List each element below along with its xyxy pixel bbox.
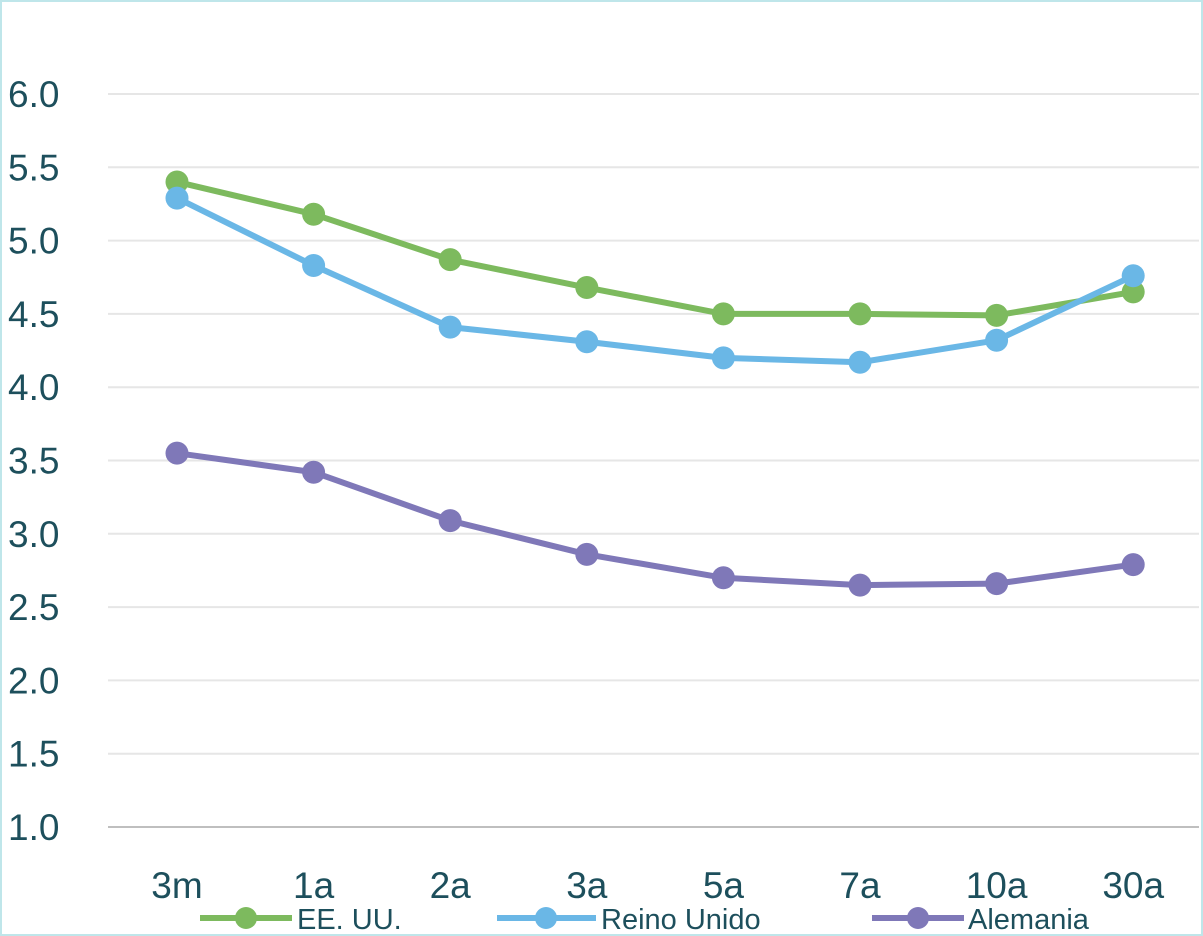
data-point (711, 566, 735, 590)
x-tick-label: 3m (151, 865, 202, 906)
data-point (438, 509, 462, 533)
legend-swatch-marker (907, 907, 929, 929)
y-tick-label: 3.0 (8, 514, 59, 555)
y-tick-label: 1.0 (8, 807, 59, 848)
legend-label: Reino Unido (601, 904, 761, 936)
x-tick-label: 2a (430, 865, 472, 906)
series-1 (165, 186, 1145, 374)
x-tick-label: 10a (966, 865, 1028, 906)
data-point (575, 276, 599, 300)
y-tick-label: 5.5 (8, 147, 59, 188)
data-point (438, 315, 462, 339)
x-tick-label: 5a (703, 865, 745, 906)
data-point (438, 248, 462, 272)
y-tick-label: 2.5 (8, 587, 59, 628)
legend: EE. UU. Reino Unido Alemania (200, 904, 1090, 936)
gridlines (108, 93, 1199, 755)
legend-label: Alemania (968, 904, 1090, 936)
data-point (575, 330, 599, 354)
y-tick-label: 3.5 (8, 441, 59, 482)
y-tick-label: 4.0 (8, 367, 59, 408)
data-point (1121, 280, 1145, 304)
series-lines (165, 170, 1145, 597)
legend-item: Alemania (872, 904, 1090, 936)
x-axis-ticks: 3m 1a 2a 3a 5a 7a 10a 30a (151, 865, 1164, 906)
y-tick-label: 2.0 (8, 660, 59, 701)
legend-swatch-marker (535, 907, 557, 929)
data-point (165, 186, 189, 210)
x-tick-label: 30a (1102, 865, 1164, 906)
series-line (176, 179, 1134, 319)
series-0 (165, 170, 1145, 327)
series-line (176, 450, 1134, 589)
data-point (302, 202, 326, 226)
x-tick-label: 7a (839, 865, 881, 906)
data-point (985, 328, 1009, 352)
data-point (165, 170, 189, 194)
data-point (985, 303, 1009, 327)
data-point (985, 572, 1009, 596)
legend-item: Reino Unido (497, 904, 761, 936)
data-point (848, 350, 872, 374)
data-point (165, 441, 189, 465)
data-point (711, 302, 735, 326)
data-point (302, 254, 326, 278)
y-tick-label: 5.0 (8, 221, 59, 262)
data-point (302, 460, 326, 484)
legend-swatch-marker (235, 907, 257, 929)
data-point (848, 573, 872, 597)
legend-label: EE. UU. (297, 904, 402, 936)
series-2 (165, 441, 1145, 597)
y-axis-ticks: 1.0 1.5 2.0 2.5 3.0 3.5 4.0 4.5 5.0 5.5 6.0 (8, 74, 59, 848)
y-tick-label: 6.0 (8, 74, 59, 115)
data-point (711, 346, 735, 370)
legend-item: EE. UU. (200, 904, 402, 936)
x-tick-label: 1a (293, 865, 335, 906)
series-line (175, 195, 1135, 366)
y-tick-label: 4.5 (8, 294, 59, 335)
y-tick-label: 1.5 (8, 734, 59, 775)
data-point (1121, 264, 1145, 288)
data-point (575, 542, 599, 566)
data-point (1121, 553, 1145, 577)
data-point (848, 302, 872, 326)
x-tick-label: 3a (566, 865, 608, 906)
